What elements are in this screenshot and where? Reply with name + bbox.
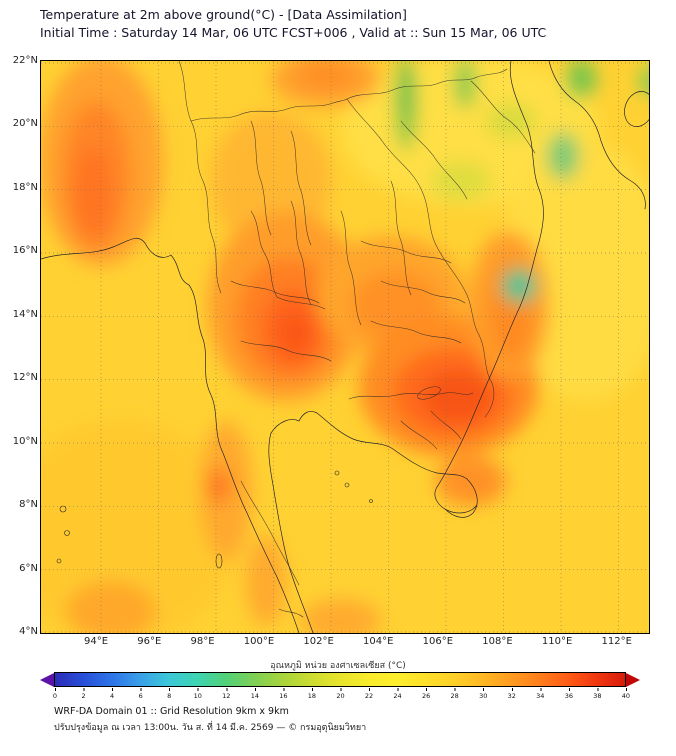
colorbar-gradient [54,672,626,687]
colorbar-tick-label: 12 [222,692,231,700]
longitude-tick-label: 112°E [601,636,632,647]
colorbar-tick-label: 20 [336,692,345,700]
coastlines-borders [41,61,649,633]
longitude-tick-label: 108°E [482,636,513,647]
longitude-tick-label: 104°E [363,636,394,647]
latitude-tick-label: 6°N [19,562,38,574]
temperature-map [41,61,649,633]
colorbar-tick-label: 22 [364,692,374,700]
longitude-tick-label: 106°E [422,636,454,647]
footer-domain-info: WRF-DA Domain 01 :: Grid Resolution 9km … [54,706,289,717]
colorbar-tick-label: 18 [307,692,317,700]
colorbar-tick-label: 32 [507,692,516,700]
map-frame [40,60,650,634]
longitude-tick-label: 98°E [190,636,215,647]
latitude-tick-label: 18°N [12,181,38,193]
colorbar-label: อุณหภูมิ หน่วย องศาเซลเซียส (°C) [270,661,406,671]
latitude-tick-label: 14°N [12,308,38,320]
colorbar-tick-label: 2 [81,692,86,700]
latitude-tick-label: 20°N [12,118,38,130]
colorbar-tick-label: 28 [450,692,459,700]
colorbar-tick-label: 16 [279,692,288,700]
colorbar-tick-label: 0 [52,692,58,700]
colorbar-tick-label: 24 [393,692,402,700]
colorbar-tick-labels: 0 2 4 6 8 10 12 14 16 18 20 22 24 26 28 30 32 34 36 38 40 [49,692,632,701]
colorbar-tick-label: 30 [479,692,488,700]
page-subtitle: Initial Time : Saturday 14 Mar, 06 UTC F… [40,25,547,40]
colorbar-tick-label: 6 [138,692,143,700]
longitude-tick-label: 100°E [243,636,275,647]
latitude-tick-label: 12°N [12,372,38,384]
footer-update-info: ปรับปรุงข้อมูล ณ เวลา 13:00น. วัน ส. ที่… [54,723,367,733]
longitude-tick-label: 110°E [541,636,573,647]
temperature-field [41,61,649,633]
colorbar-tick-label: 8 [167,692,172,700]
colorbar-tickmarks [55,688,627,691]
colorbar-tick-label: 38 [593,692,602,700]
colorbar-tick-label: 4 [110,692,115,700]
latitude-tick-label: 16°N [12,245,38,257]
colorbar-tick-label: 40 [621,692,631,700]
colorbar-tick-label: 36 [564,692,573,700]
latitude-tick-label: 22°N [12,55,38,66]
latitude-tick-label: 10°N [12,435,38,447]
longitude-axis: 94°E 96°E 98°E 100°E 102°E 104°E 106°E 108°E 110… [84,636,632,648]
longitude-tick-label: 102°E [303,636,334,647]
colorbar-tick-label: 10 [193,692,202,700]
latitude-tick-label: 8°N [19,499,38,511]
longitude-tick-label: 94°E [84,636,109,647]
colorbar [40,672,640,687]
colorbar-right-arrow [626,672,640,687]
longitude-tick-label: 96°E [137,636,162,647]
latitude-tick-label: 4°N [19,625,38,637]
colorbar-tick-label: 14 [250,692,259,700]
latitude-axis: 22°N 20°N 18°N 16°N 14°N 12°N 10°N 8°N 6°N 4°N [2,55,38,638]
page-title: Temperature at 2m above ground(°C) - [Da… [40,7,407,22]
colorbar-tick-label: 34 [536,692,545,700]
colorbar-left-arrow [40,672,54,687]
colorbar-tick-label: 26 [421,692,431,700]
